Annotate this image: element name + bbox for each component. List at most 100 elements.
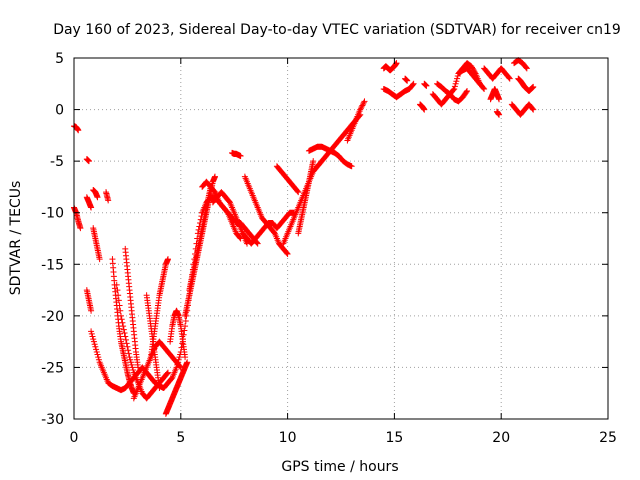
data-point <box>463 89 470 96</box>
data-point <box>181 327 188 334</box>
data-point <box>117 307 124 314</box>
data-point <box>95 356 102 363</box>
data-point <box>88 307 95 314</box>
data-point <box>423 82 430 89</box>
data-point <box>476 80 483 87</box>
data-point <box>93 348 100 355</box>
data-point <box>451 85 458 92</box>
data-point <box>530 83 537 90</box>
x-tick-label: 0 <box>70 430 79 446</box>
y-tick-label: -15 <box>41 257 64 273</box>
data-point <box>523 65 530 72</box>
data-point <box>116 302 123 309</box>
data-point <box>128 361 135 368</box>
data-point <box>360 99 367 106</box>
data-point <box>451 83 458 90</box>
axis-ticks <box>73 57 609 420</box>
y-tick-label: -20 <box>41 309 64 325</box>
data-point <box>184 359 191 366</box>
y-tick-label: -30 <box>41 412 64 428</box>
data-point <box>359 102 366 109</box>
data-point <box>506 74 513 81</box>
data-point <box>284 250 291 257</box>
data-point <box>118 316 125 323</box>
data-point <box>295 189 302 196</box>
y-tick-label: -25 <box>41 360 64 376</box>
data-point <box>129 364 136 371</box>
data-point <box>164 369 171 376</box>
data-point <box>96 256 103 263</box>
data-point <box>127 359 134 366</box>
data-point <box>464 88 471 95</box>
data-point <box>125 347 132 354</box>
data-points <box>71 57 537 417</box>
data-point <box>254 240 261 247</box>
data-point <box>452 80 459 87</box>
data-point <box>120 323 127 330</box>
data-point <box>453 78 460 85</box>
plot-frame <box>73 57 609 420</box>
x-tick-label: 15 <box>385 430 403 446</box>
data-point <box>530 106 537 113</box>
data-point <box>130 367 137 374</box>
data-point <box>105 197 112 204</box>
data-point <box>164 370 171 377</box>
data-point <box>121 330 128 337</box>
data-point <box>164 256 171 263</box>
data-point <box>294 188 301 195</box>
data-point <box>481 85 488 92</box>
data-point <box>310 158 317 165</box>
data-point <box>506 75 513 82</box>
data-point <box>88 330 95 337</box>
y-tick-label: -10 <box>41 206 64 222</box>
data-point <box>476 79 483 86</box>
data-point <box>237 152 244 159</box>
y-axis-label: SDTVAR / TECUs <box>8 181 24 296</box>
data-point <box>236 234 243 241</box>
data-point <box>211 173 218 180</box>
data-point <box>360 101 367 108</box>
data-point <box>523 64 530 71</box>
x-tick-label: 25 <box>599 430 617 446</box>
y-tick-label: -5 <box>50 154 64 170</box>
data-point <box>211 188 218 195</box>
data-point <box>93 346 100 353</box>
y-tick-labels: -30 -25 -20 -15 -10 -5 0 5 <box>41 51 64 428</box>
data-point <box>114 287 121 294</box>
data-point <box>95 354 102 361</box>
data-point <box>409 81 416 88</box>
data-point <box>113 281 120 288</box>
data-point <box>90 336 97 343</box>
data-point <box>348 163 355 170</box>
data-point <box>75 127 82 134</box>
data-point <box>94 351 101 358</box>
data-point <box>450 86 457 93</box>
data-point <box>410 80 417 87</box>
data-point <box>94 194 101 201</box>
data-point <box>123 340 130 347</box>
x-tick-labels: 0 5 10 15 20 25 <box>70 430 617 446</box>
data-point <box>125 350 132 357</box>
data-point <box>182 318 189 325</box>
chart-title: Day 160 of 2023, Sidereal Day-to-day VTE… <box>53 22 621 38</box>
data-point <box>454 75 461 82</box>
y-tick-label: 0 <box>55 103 64 119</box>
data-point <box>122 336 129 343</box>
data-point <box>182 354 189 361</box>
data-point <box>177 363 184 370</box>
data-point <box>127 356 134 363</box>
data-point <box>117 312 124 319</box>
data-point <box>122 333 129 340</box>
data-point <box>90 338 97 345</box>
y-tick-label: 5 <box>55 51 64 67</box>
data-point <box>404 77 411 84</box>
data-point <box>124 343 131 350</box>
x-tick-label: 5 <box>176 430 185 446</box>
data-point <box>226 198 233 205</box>
data-point <box>176 354 183 361</box>
data-point <box>357 106 364 113</box>
data-point <box>357 105 364 112</box>
data-point <box>283 250 290 257</box>
